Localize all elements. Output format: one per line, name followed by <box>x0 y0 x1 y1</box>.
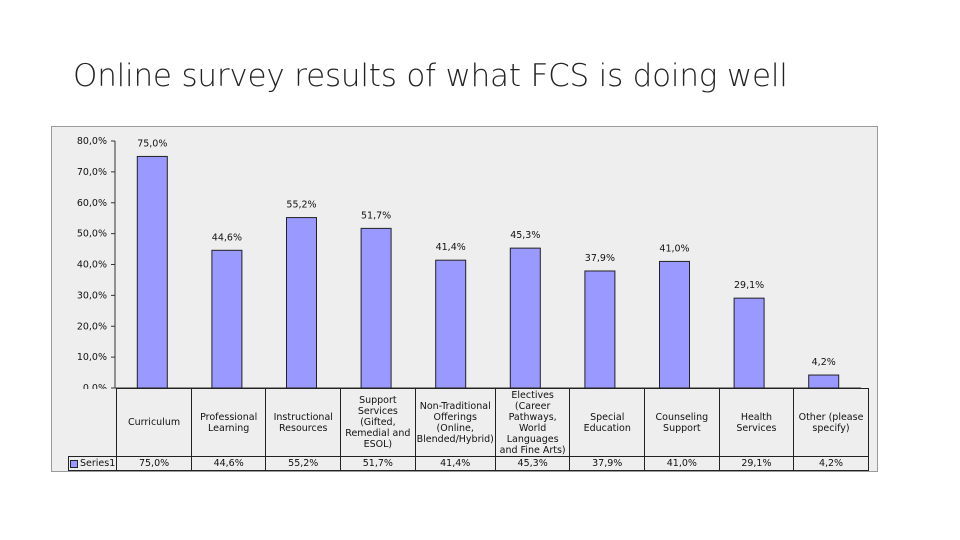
category-label: Counseling Support <box>644 388 720 457</box>
data-table: Curriculum Professional Learning Instructi… <box>67 388 869 471</box>
category-label: Professional Learning <box>190 388 267 457</box>
series-name: Series1 <box>80 458 116 469</box>
bar <box>584 270 616 389</box>
y-tick-label: 60,0% <box>77 198 107 209</box>
value-cell: 41,4% <box>414 456 496 471</box>
y-tick-label: 0,0% <box>83 383 107 389</box>
legend-entry: Series1 <box>67 456 118 471</box>
bar <box>808 374 840 389</box>
bar <box>509 247 541 389</box>
bar <box>435 259 467 389</box>
category-label: Special Education <box>569 388 646 457</box>
category-label: Electives (Career Pathways, World Langua… <box>494 388 571 457</box>
bar <box>286 217 317 389</box>
bar-data-label: 75,0% <box>137 138 167 149</box>
category-row: Curriculum Professional Learning Instructi… <box>68 388 869 457</box>
y-tick-label: 40,0% <box>77 260 107 271</box>
value-cell: 37,9% <box>569 456 646 471</box>
bar-chart: 0,0% 10,0% 20,0% 30,0% 40,0% 50,0% 60,0% 70,0% 8… <box>77 136 861 389</box>
category-label: Curriculum <box>116 388 192 457</box>
value-cell: 75,0% <box>116 456 192 471</box>
value-cell: 55,2% <box>265 456 342 471</box>
bar-data-label: 4,2% <box>812 357 836 368</box>
bar <box>360 227 392 389</box>
bar <box>733 297 765 389</box>
y-tick-label: 50,0% <box>77 229 107 240</box>
value-cell: 41,0% <box>644 456 720 471</box>
bar-data-label: 44,6% <box>212 232 242 243</box>
category-label: Other (please specify) <box>793 388 869 457</box>
legend-key-swatch <box>70 459 78 468</box>
value-cell: 45,3% <box>494 456 571 471</box>
bar <box>659 260 690 389</box>
value-cell: 51,7% <box>340 456 416 471</box>
category-label: Health Services <box>718 388 795 457</box>
y-tick-label: 30,0% <box>77 290 107 301</box>
bar <box>136 155 168 389</box>
values-row: Series1 75,0% 44,6% 55,2% 51,7% 41,4% 45,3% 37… <box>67 456 869 471</box>
y-tick-label: 70,0% <box>77 167 107 178</box>
category-label: Non-Traditional Offerings (Online, Blend… <box>414 388 496 457</box>
bar-data-label: 51,7% <box>361 210 391 221</box>
value-cell: 4,2% <box>793 456 869 471</box>
table-corner <box>68 388 118 457</box>
category-label: Instructional Resources <box>265 388 342 457</box>
y-tick-label: 20,0% <box>77 321 107 332</box>
chart-area: 0,0% 10,0% 20,0% 30,0% 40,0% 50,0% 60,0% 70,0% 8… <box>51 126 878 472</box>
value-cell: 44,6% <box>190 456 267 471</box>
bar-data-label: 29,1% <box>734 280 764 291</box>
y-tick-label: 80,0% <box>77 136 107 147</box>
bar-data-label: 45,3% <box>510 230 540 241</box>
bar-data-label: 41,4% <box>436 242 466 253</box>
value-cell: 29,1% <box>718 456 795 471</box>
slide-title: Online survey results of what FCS is doi… <box>73 58 788 94</box>
bar-data-label: 55,2% <box>286 200 316 211</box>
y-tick-label: 10,0% <box>77 352 107 363</box>
bar <box>211 249 243 389</box>
bar-data-label: 41,0% <box>659 243 689 254</box>
category-label: Support Services (Gifted, Remedial and E… <box>340 388 416 457</box>
bar-data-label: 37,9% <box>585 253 615 264</box>
